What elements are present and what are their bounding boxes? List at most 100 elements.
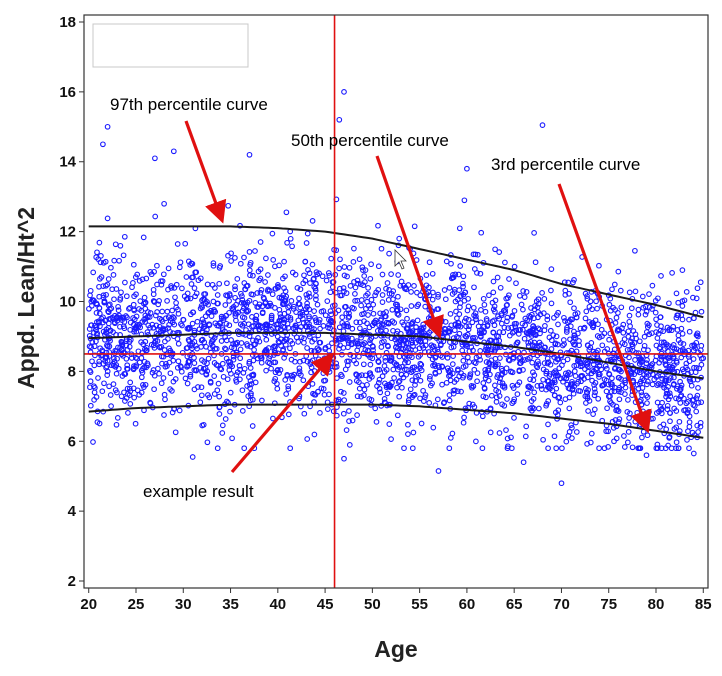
scatter-point (297, 286, 304, 293)
scatter-point (422, 394, 428, 401)
scatter-point (185, 358, 192, 365)
scatter-point (664, 324, 671, 331)
scatter-point (256, 326, 263, 333)
scatter-point (320, 386, 327, 392)
scatter-point (573, 429, 580, 435)
scatter-point (206, 394, 213, 401)
scatter-point (688, 382, 695, 389)
scatter-point (285, 383, 292, 390)
scatter-point (219, 430, 226, 436)
scatter-point (101, 298, 108, 304)
scatter-point (222, 345, 228, 352)
scatter-point (139, 276, 146, 283)
scatter-point (591, 406, 598, 413)
scatter-point (113, 286, 120, 292)
scatter-point (272, 375, 279, 382)
scatter-point (488, 392, 495, 399)
scatter-point (550, 332, 557, 338)
scatter-point (605, 381, 612, 388)
scatter-point (123, 355, 130, 362)
scatter-point (695, 429, 701, 435)
scatter-point (560, 342, 566, 349)
scatter-point (138, 367, 145, 374)
scatter-point (304, 345, 310, 351)
scatter-point (582, 385, 589, 392)
scatter-point (126, 385, 133, 392)
scatter-point (151, 268, 157, 275)
scatter-point (252, 248, 258, 254)
scatter-point (449, 361, 456, 367)
scatter-point (302, 277, 309, 284)
scatter-point (664, 344, 671, 350)
scatter-point (490, 329, 497, 336)
scatter-point (407, 386, 414, 393)
scatter-point (92, 352, 98, 359)
scatter-point (582, 315, 589, 322)
scatter-point (249, 423, 256, 429)
scatter-point (478, 307, 484, 313)
scatter-point (141, 358, 148, 365)
scatter-point (311, 391, 318, 398)
scatter-point (497, 284, 504, 291)
scatter-point (276, 294, 283, 301)
scatter-point (325, 270, 332, 276)
scatter-point (373, 289, 380, 296)
scatter-point (397, 337, 404, 343)
scatter-point (88, 302, 95, 309)
scatter-point (665, 396, 672, 403)
scatter-point (626, 289, 633, 296)
scatter-point (201, 324, 208, 330)
scatter-point (257, 275, 264, 282)
scatter-point (112, 387, 119, 393)
scatter-point (249, 396, 256, 403)
scatter-point (615, 326, 621, 333)
arrow-3rd-percentile (557, 183, 652, 434)
scatter-point (480, 380, 487, 386)
scatter-point (307, 280, 313, 286)
scatter-point (395, 379, 402, 385)
scatter-point (317, 410, 323, 416)
scatter-point (601, 376, 608, 383)
scatter-point (198, 392, 205, 399)
scatter-point (622, 352, 629, 359)
scatter-point (265, 272, 271, 278)
scatter-point (563, 329, 570, 335)
scatter-point (172, 294, 178, 301)
scatter-point (496, 337, 503, 344)
scatter-point (110, 381, 117, 387)
scatter-point (608, 381, 614, 387)
scatter-point (676, 428, 683, 434)
scatter-point (662, 361, 669, 367)
scatter-point (360, 267, 366, 273)
scatter-point (222, 302, 229, 308)
scatter-point (520, 306, 526, 313)
scatter-point (163, 315, 169, 322)
scatter-point (572, 311, 579, 318)
scatter-point (405, 399, 412, 406)
scatter-point (354, 412, 360, 418)
scatter-point (681, 297, 688, 304)
scatter-point (233, 349, 240, 356)
scatter-point (124, 365, 130, 372)
scatter-point (496, 315, 502, 322)
scatter-point (239, 408, 246, 414)
scatter-point (543, 368, 550, 375)
scatter-point (381, 368, 388, 375)
scatter-point (605, 444, 611, 450)
scatter-point-outlier (643, 452, 650, 459)
scatter-point (232, 313, 239, 319)
scatter-point (632, 331, 639, 338)
scatter-point (499, 380, 506, 387)
scatter-point (693, 339, 700, 346)
scatter-point (695, 333, 701, 340)
scatter-point (504, 295, 511, 301)
scatter-point (398, 371, 405, 378)
scatter-point (446, 285, 453, 291)
scatter-point (302, 258, 309, 265)
scatter-point (115, 303, 121, 310)
scatter-point (692, 345, 698, 351)
scatter-point (297, 358, 303, 365)
scatter-point (91, 362, 98, 369)
scatter-point (455, 366, 461, 373)
